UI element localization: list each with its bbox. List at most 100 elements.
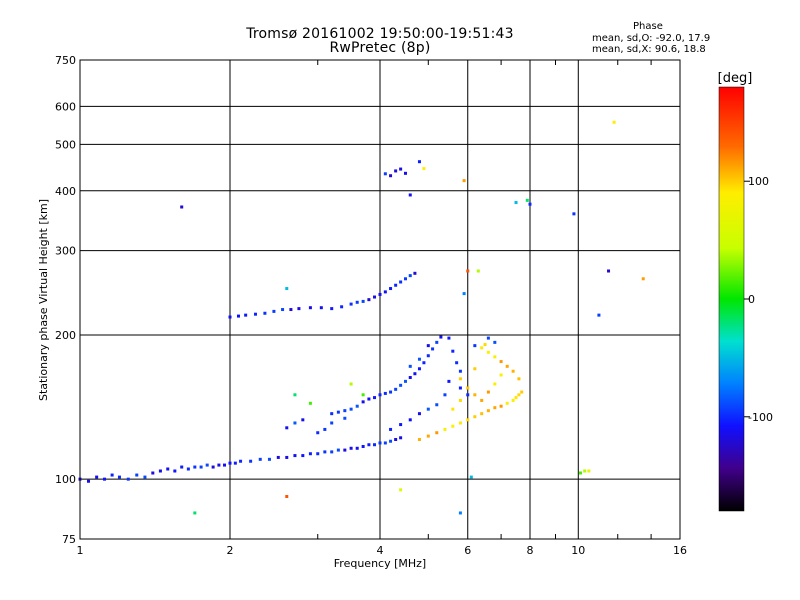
data-point	[511, 369, 515, 373]
data-point	[466, 269, 470, 273]
stats-o-mode: mean, sd,O: -92.0, 17.9	[592, 33, 711, 44]
data-point	[422, 361, 426, 365]
data-point	[583, 469, 587, 473]
data-point	[399, 167, 403, 171]
data-point	[458, 386, 462, 390]
data-point	[408, 193, 412, 197]
data-point	[285, 455, 289, 459]
data-point	[578, 471, 582, 475]
data-point	[117, 475, 121, 479]
data-point	[383, 391, 387, 395]
data-point	[355, 446, 359, 450]
data-point	[403, 277, 407, 281]
data-point	[403, 379, 407, 383]
data-point	[253, 312, 257, 316]
data-point	[135, 473, 139, 477]
data-point	[439, 335, 443, 339]
data-point	[308, 306, 312, 310]
data-point	[413, 271, 417, 275]
chart-subtitle: RwPretec (8p)	[329, 40, 431, 56]
colorbar-tick-label: -100	[748, 411, 773, 424]
data-point	[330, 412, 334, 416]
data-point	[258, 457, 262, 461]
y-tick-label: 750	[55, 54, 76, 67]
data-point	[249, 459, 253, 463]
data-point	[323, 450, 327, 454]
data-point	[399, 383, 403, 387]
data-point	[233, 461, 237, 465]
data-point	[236, 314, 240, 318]
data-point	[417, 438, 421, 442]
data-point	[458, 377, 462, 381]
plot-frame	[79, 59, 681, 540]
data-point	[612, 120, 616, 124]
data-point	[158, 469, 162, 473]
data-point	[217, 463, 221, 467]
data-point	[205, 463, 209, 467]
data-point	[447, 336, 451, 340]
data-point	[408, 274, 412, 278]
colorbar-label: [deg]	[718, 71, 753, 86]
data-point	[308, 452, 312, 456]
data-point	[413, 372, 417, 376]
data-point	[451, 424, 455, 428]
data-point	[166, 467, 170, 471]
data-point	[276, 455, 280, 459]
data-point	[435, 340, 439, 344]
data-point	[228, 461, 232, 465]
data-point	[514, 396, 518, 400]
data-point	[499, 404, 503, 408]
data-point	[95, 475, 99, 479]
data-point	[336, 448, 340, 452]
data-point	[514, 201, 518, 205]
data-point	[394, 283, 398, 287]
data-point	[180, 465, 184, 469]
data-point	[267, 457, 271, 461]
data-point	[417, 367, 421, 371]
data-point	[361, 400, 365, 404]
data-point	[641, 277, 645, 281]
data-point	[373, 443, 377, 447]
chart-title: Tromsø 20161002 19:50:00-19:51:43	[246, 26, 514, 42]
x-tick-label: 10	[571, 544, 585, 557]
data-point	[493, 382, 497, 386]
y-tick-label: 500	[55, 138, 76, 151]
data-point	[486, 390, 490, 394]
data-point	[297, 307, 301, 311]
data-point	[462, 179, 466, 183]
data-point	[383, 172, 387, 176]
data-point	[301, 454, 305, 458]
data-point	[228, 315, 232, 319]
data-point	[173, 469, 177, 473]
data-point	[399, 423, 403, 427]
data-point	[458, 421, 462, 425]
data-point	[493, 355, 497, 359]
data-point	[343, 448, 347, 452]
data-point	[263, 311, 267, 315]
y-tick-label: 75	[62, 533, 76, 546]
data-point	[349, 407, 353, 411]
data-point	[349, 446, 353, 450]
data-point	[330, 421, 334, 425]
data-point	[505, 364, 509, 368]
data-point	[86, 479, 90, 483]
x-tick-label: 6	[464, 544, 471, 557]
data-point	[458, 369, 462, 373]
data-point	[417, 357, 421, 361]
data-point	[520, 390, 524, 394]
data-point	[394, 387, 398, 391]
data-point	[355, 404, 359, 408]
data-point	[426, 344, 430, 348]
data-point	[373, 295, 377, 299]
data-point	[323, 427, 327, 431]
stats-heading: Phase	[633, 21, 663, 32]
data-point	[389, 390, 393, 394]
data-point	[378, 292, 382, 296]
data-point	[587, 469, 591, 473]
stats-x-mode: mean, sd,X: 90.6, 18.8	[592, 44, 706, 55]
data-point	[389, 427, 393, 431]
data-point	[455, 361, 459, 365]
data-point	[499, 373, 503, 377]
data-point	[499, 360, 503, 364]
